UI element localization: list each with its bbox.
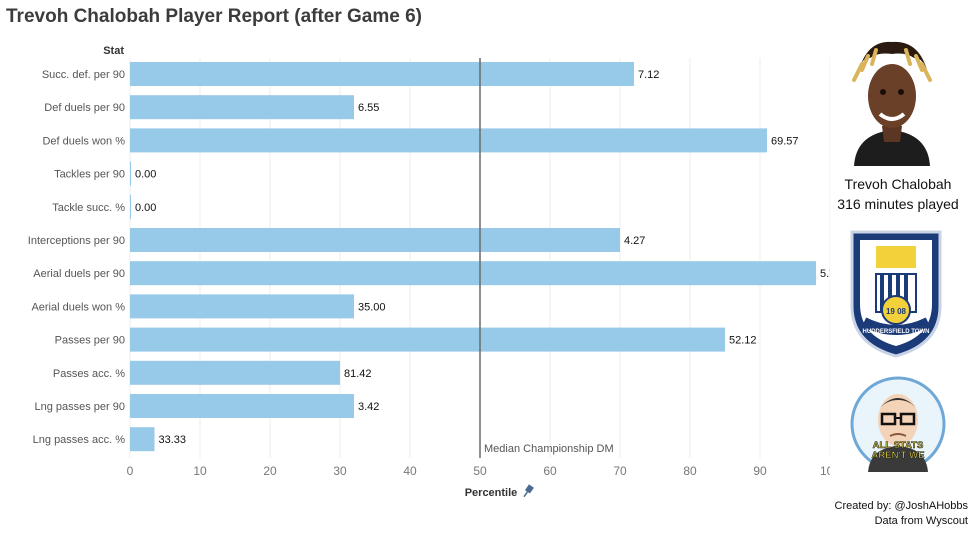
- pin-icon: [523, 484, 534, 498]
- labels: 0 10 20 30 40 50 60 70 80 90 100 Stat Succ. def. per…: [28, 45, 830, 499]
- median-label: Median Championship DM: [484, 443, 614, 455]
- row-header: Stat: [103, 45, 124, 57]
- player-name: Trevoh Chalobah: [844, 176, 952, 192]
- credit-source: Data from Wyscout: [874, 515, 968, 527]
- value-label: 6.55: [358, 102, 379, 114]
- value-label: 33.33: [159, 434, 187, 446]
- x-tick-label: 50: [473, 464, 487, 478]
- minutes-played: 316 minutes played: [837, 196, 959, 212]
- x-axis-label: Percentile: [465, 487, 518, 499]
- category-label: Tackle succ. %: [52, 202, 125, 214]
- category-label: Aerial duels per 90: [33, 268, 125, 280]
- x-tick-label: 70: [613, 464, 627, 478]
- value-label: 4.27: [624, 235, 645, 247]
- pin-head: [524, 484, 534, 494]
- category-label: Interceptions per 90: [28, 235, 125, 247]
- x-tick-label: 0: [127, 464, 134, 478]
- bar: [130, 194, 131, 219]
- bar: [130, 394, 354, 418]
- chart-title: Trevoh Chalobah Player Report (after Gam…: [6, 6, 423, 27]
- bars: [130, 62, 816, 452]
- value-label: 5.70: [820, 268, 830, 280]
- value-label: 7.12: [638, 69, 659, 81]
- value-label: 0.00: [135, 169, 156, 181]
- club-crest-icon: 19 08 HUDDERSFIELD TOWN: [846, 226, 946, 358]
- bar: [130, 95, 354, 120]
- credit-author: Created by: @JoshAHobbs: [834, 500, 968, 512]
- bar: [130, 427, 155, 452]
- bar: [130, 161, 131, 186]
- crest-year: 19 08: [886, 307, 907, 316]
- bar: [130, 128, 767, 153]
- bar: [130, 228, 620, 252]
- category-label: Def duels won %: [42, 135, 125, 147]
- bar: [130, 261, 816, 286]
- value-label: 81.42: [344, 368, 372, 380]
- x-tick-label: 90: [753, 464, 767, 478]
- category-label: Def duels per 90: [44, 102, 125, 114]
- value-label: 0.00: [135, 202, 156, 214]
- pin-needle: [523, 491, 529, 498]
- x-tick-label: 100: [820, 464, 830, 478]
- crest-text: HUDDERSFIELD TOWN: [863, 329, 930, 335]
- bar: [130, 62, 634, 86]
- x-tick-label: 80: [683, 464, 697, 478]
- category-label: Succ. def. per 90: [42, 69, 125, 81]
- value-label: 3.42: [358, 401, 379, 413]
- logo-text-2: AREN'T WE: [872, 450, 925, 461]
- category-label: Passes acc. %: [53, 368, 125, 380]
- logo-text-1: ALL STATS: [873, 440, 924, 451]
- all-stats-logo-icon: ALL STATS AREN'T WE: [850, 376, 946, 472]
- x-tick-label: 40: [403, 464, 417, 478]
- category-label: Aerial duels won %: [31, 301, 125, 313]
- bar: [130, 294, 354, 319]
- bar: [130, 327, 725, 352]
- value-label: 35.00: [358, 301, 386, 313]
- x-tick-label: 20: [263, 464, 277, 478]
- grid-lines: [129, 58, 830, 458]
- category-label: Tackles per 90: [54, 169, 125, 181]
- x-tick-label: 60: [543, 464, 557, 478]
- player-photo: [836, 34, 948, 166]
- x-tick-label: 30: [333, 464, 347, 478]
- x-tick-label: 10: [193, 464, 207, 478]
- category-label: Passes per 90: [55, 335, 125, 347]
- value-label: 69.57: [771, 135, 799, 147]
- bar: [130, 360, 340, 385]
- category-label: Lng passes acc. %: [33, 434, 126, 446]
- value-label: 52.12: [729, 335, 757, 347]
- category-label: Lng passes per 90: [34, 401, 125, 413]
- bar-chart: 0 10 20 30 40 50 60 70 80 90 100 Stat Succ. def. per…: [28, 45, 830, 499]
